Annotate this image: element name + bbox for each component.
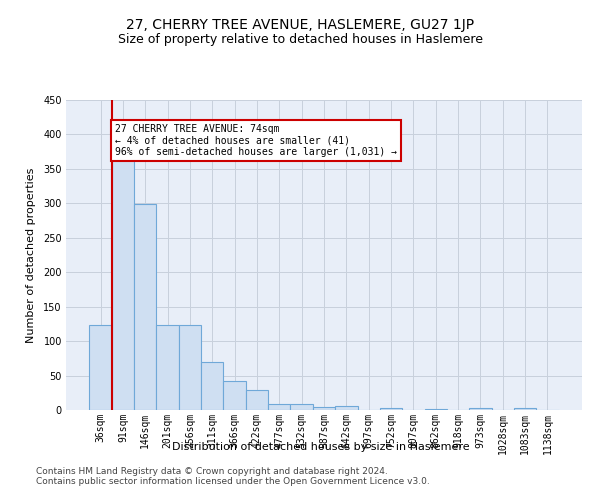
Bar (268, 404, 290, 410)
Text: Distribution of detached houses by size in Haslemere: Distribution of detached houses by size … (172, 442, 470, 452)
Text: 27, CHERRY TREE AVENUE, HASLEMERE, GU27 1JP: 27, CHERRY TREE AVENUE, HASLEMERE, GU27 … (126, 18, 474, 32)
Y-axis label: Number of detached properties: Number of detached properties (26, 168, 36, 342)
Bar (223, 381, 246, 410)
Bar (335, 406, 358, 410)
Bar (112, 155, 134, 410)
Bar (290, 404, 313, 410)
Text: 27 CHERRY TREE AVENUE: 74sqm
← 4% of detached houses are smaller (41)
96% of sem: 27 CHERRY TREE AVENUE: 74sqm ← 4% of det… (115, 124, 397, 158)
Bar (134, 204, 157, 410)
Bar (514, 408, 536, 410)
Bar (179, 324, 201, 410)
Bar (201, 362, 223, 410)
Bar (469, 408, 491, 410)
Text: Contains public sector information licensed under the Open Government Licence v3: Contains public sector information licen… (36, 477, 430, 486)
Bar (313, 406, 335, 410)
Bar (425, 408, 447, 410)
Text: Size of property relative to detached houses in Haslemere: Size of property relative to detached ho… (118, 32, 482, 46)
Bar (246, 390, 268, 410)
Bar (380, 408, 402, 410)
Bar (157, 324, 179, 410)
Bar (89, 324, 112, 410)
Text: Contains HM Land Registry data © Crown copyright and database right 2024.: Contains HM Land Registry data © Crown c… (36, 467, 388, 476)
